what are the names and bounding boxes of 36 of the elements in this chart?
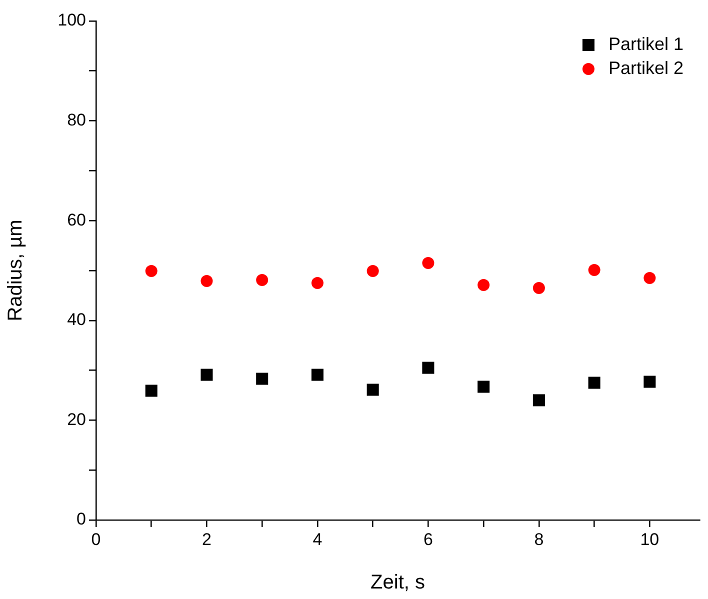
x-tick-label: 4 xyxy=(312,530,322,549)
y-tick-label: 40 xyxy=(67,310,86,330)
point xyxy=(256,372,268,385)
point xyxy=(478,278,490,291)
point xyxy=(311,368,324,381)
y-axis-title: Radius, µm xyxy=(4,220,27,322)
point xyxy=(588,376,600,389)
x-tick-label: 2 xyxy=(202,530,212,549)
point xyxy=(422,257,434,270)
point xyxy=(644,376,656,388)
point xyxy=(366,384,379,396)
point xyxy=(422,362,434,374)
x-tick-label: 0 xyxy=(91,530,101,549)
legend-label: Partikel 1 xyxy=(608,34,684,54)
y-tick-label: 0 xyxy=(76,510,86,529)
x-axis-title: Zeit, s xyxy=(370,572,425,594)
x-tick-label: 10 xyxy=(640,530,660,549)
point xyxy=(588,264,600,276)
y-tick-label: 80 xyxy=(67,110,86,130)
y-tick-label: 20 xyxy=(67,410,86,429)
y-tick-label: 60 xyxy=(67,210,86,230)
x-tick-label: 6 xyxy=(423,530,433,549)
y-tick-label: 100 xyxy=(58,10,86,30)
point xyxy=(145,384,158,397)
point xyxy=(311,276,324,289)
point xyxy=(644,272,656,284)
point xyxy=(366,265,379,277)
legend-label: Partikel 2 xyxy=(608,58,684,78)
point xyxy=(200,274,213,287)
point xyxy=(256,274,268,286)
point xyxy=(532,282,545,294)
point xyxy=(200,368,213,381)
point xyxy=(532,394,545,406)
point xyxy=(145,265,158,277)
point xyxy=(478,380,490,393)
x-tick-label: 8 xyxy=(534,530,544,549)
